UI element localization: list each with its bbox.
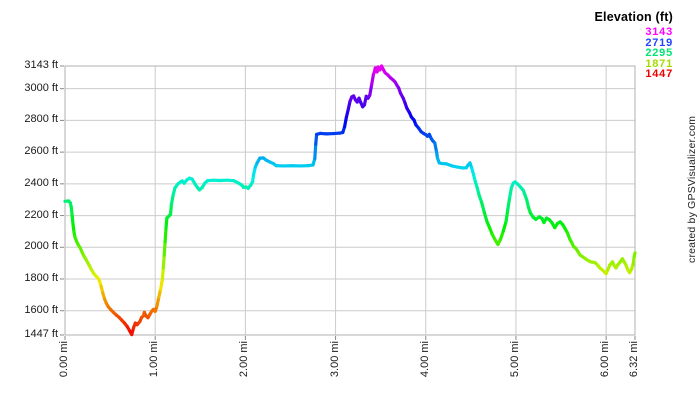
- elevation-line-segment: [169, 193, 175, 207]
- elevation-line-segment: [501, 219, 508, 233]
- elevation-line-segment: [480, 200, 486, 215]
- elevation-line-segment: [160, 266, 165, 281]
- watermark-credit: created by GPSVisualizer.com: [686, 115, 698, 263]
- legend-values: 3143 2719 2295 1871 1447: [595, 27, 674, 80]
- elevation-line-segment: [163, 226, 168, 244]
- legend-value: 2295: [645, 47, 673, 59]
- elevation-line-segment: [164, 216, 169, 230]
- elevation-line-segment: [342, 115, 348, 129]
- elevation-line-segment: [168, 202, 174, 216]
- x-axis-label: 4.00 mi: [418, 341, 431, 378]
- x-axis-label: 3.00 mi: [328, 341, 341, 378]
- elevation-line-segment: [313, 142, 318, 161]
- y-axis-label: 3000 ft: [24, 81, 58, 94]
- elevation-line-segment: [508, 186, 514, 200]
- y-axis-label: 2800 ft: [24, 113, 58, 126]
- x-axis-label: 2.00 mi: [238, 341, 251, 378]
- y-axis-label: 1800 ft: [24, 272, 58, 284]
- elevation-line-segment: [506, 196, 512, 211]
- legend: Elevation (ft) 3143 2719 2295 1871 1447: [595, 10, 674, 80]
- legend-value: 3143: [645, 26, 673, 38]
- elevation-line-segment: [159, 277, 165, 291]
- legend-value: 2719: [645, 36, 673, 49]
- y-axis-label: 2200 ft: [24, 208, 58, 221]
- elevation-line-segment: [314, 132, 319, 146]
- x-axis-label: 1.00 mi: [148, 341, 161, 378]
- legend-title: Elevation (ft): [594, 10, 673, 24]
- x-axis-label: 6.00 mi: [599, 341, 612, 378]
- elevation-line-segment: [632, 251, 637, 259]
- elevation-line-segment: [368, 83, 374, 97]
- x-axis-label: 6.32 mi: [628, 341, 640, 378]
- x-axis-label: 0.00 mi: [58, 341, 70, 378]
- y-axis-label: 2000 ft: [24, 240, 58, 253]
- y-axis-label: 1447 ft: [24, 328, 58, 340]
- elevation-line-segment: [161, 253, 166, 270]
- x-axis-label: 5.00 mi: [508, 341, 521, 378]
- y-axis-label: 2600 ft: [24, 145, 58, 158]
- legend-value: 1871: [645, 57, 673, 70]
- y-axis-label: 3143 ft: [24, 59, 58, 71]
- elevation-line-segment: [370, 72, 376, 87]
- elevation-line-segment: [504, 207, 510, 224]
- elevation-line-segment: [162, 240, 167, 257]
- legend-value: 1447: [645, 68, 673, 80]
- y-axis-label: 1600 ft: [24, 303, 58, 316]
- y-axis-label: 2400 ft: [24, 176, 58, 189]
